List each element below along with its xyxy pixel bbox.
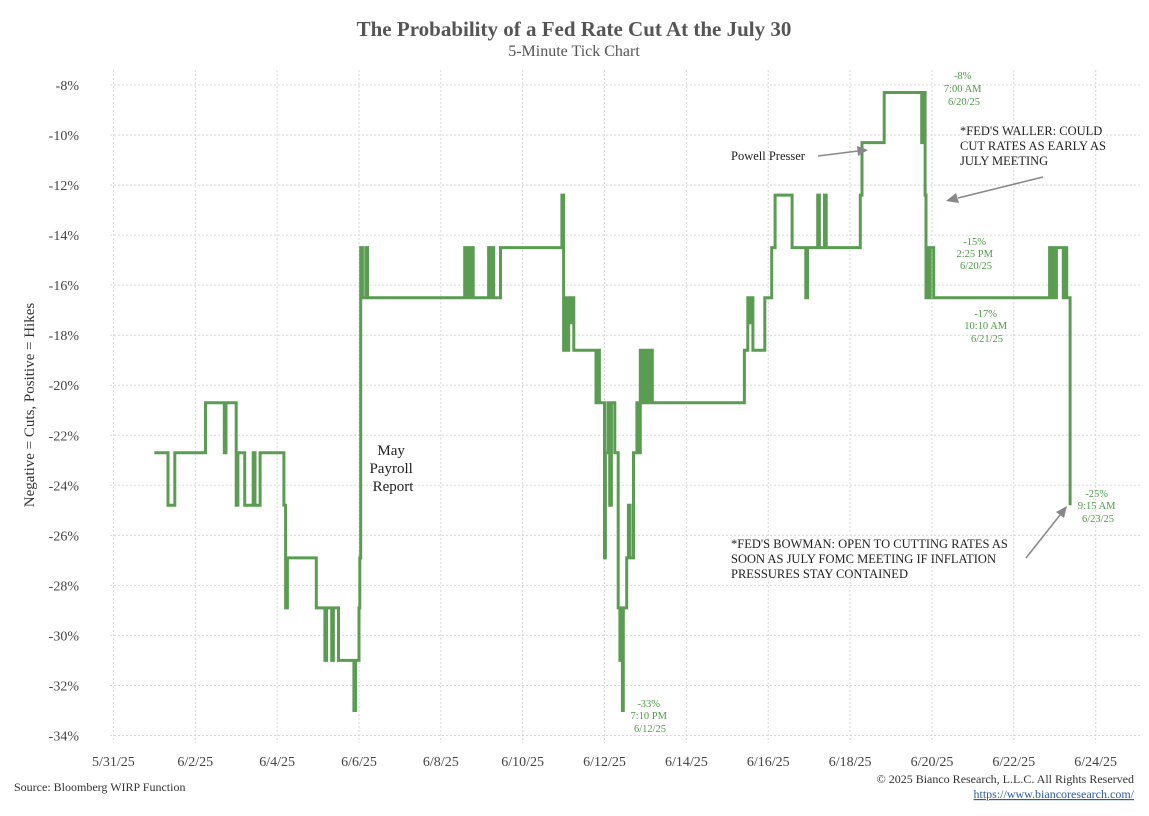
x-tick-label: 6/24/25 bbox=[1074, 755, 1117, 770]
annotation-fed-bowman: *FED'S BOWMAN: OPEN TO CUTTING RATES AS … bbox=[731, 537, 1011, 581]
x-tick-label: 6/18/25 bbox=[829, 755, 872, 770]
annotation-powell-presser: Powell Presser bbox=[731, 149, 806, 163]
x-tick-label: 5/31/25 bbox=[92, 755, 135, 770]
source-note: Source: Bloomberg WIRP Function bbox=[14, 780, 185, 794]
annotation-trough-jun12: -33% 7:10 PM 6/12/25 bbox=[630, 699, 669, 735]
y-tick-label: -24% bbox=[49, 479, 80, 494]
probability-series-line bbox=[154, 91, 1072, 712]
grid-lines bbox=[110, 70, 1140, 743]
x-tick-label: 6/14/25 bbox=[665, 755, 708, 770]
x-tick-label: 6/10/25 bbox=[501, 755, 544, 770]
chart-title: The Probability of a Fed Rate Cut At the… bbox=[357, 17, 792, 41]
y-tick-label: -14% bbox=[49, 229, 80, 244]
y-tick-label: -30% bbox=[49, 629, 80, 644]
annotation-arrows bbox=[817, 146, 1067, 559]
powell-arrow-head bbox=[857, 146, 868, 156]
annotation-may-payroll: May Payroll Report bbox=[369, 443, 416, 495]
x-tick-label: 6/8/25 bbox=[423, 755, 459, 770]
x-axis-ticks: 5/31/25 6/2/25 6/4/25 6/6/25 6/8/25 6/10/25 6/… bbox=[92, 755, 1117, 770]
powell-arrow bbox=[817, 150, 859, 157]
y-tick-label: -10% bbox=[49, 129, 80, 144]
y-tick-label: -28% bbox=[49, 579, 80, 594]
series-layer bbox=[154, 91, 1072, 712]
y-tick-label: -18% bbox=[49, 329, 80, 344]
y-tick-label: -32% bbox=[49, 679, 80, 694]
waller-arrow-head bbox=[946, 193, 959, 203]
bowman-arrow bbox=[1025, 514, 1061, 559]
bowman-arrow-head bbox=[1056, 506, 1067, 518]
y-tick-label: -34% bbox=[49, 729, 80, 744]
annotation-jun21: -17% 10:10 AM 6/21/25 bbox=[964, 309, 1010, 345]
x-tick-label: 6/20/25 bbox=[911, 755, 954, 770]
y-tick-label: -20% bbox=[49, 379, 80, 394]
waller-arrow bbox=[957, 176, 1044, 199]
annotation-jun20-afternoon: -15% 2:25 PM 6/20/25 bbox=[956, 237, 995, 272]
x-tick-label: 6/6/25 bbox=[341, 755, 377, 770]
annotation-fed-waller: *FED'S WALLER: COULD CUT RATES AS EARLY … bbox=[960, 124, 1109, 168]
x-tick-label: 6/4/25 bbox=[259, 755, 295, 770]
annotation-peak-jun20: -8% 7:00 AM 6/20/25 bbox=[944, 71, 984, 108]
y-tick-label: -8% bbox=[56, 79, 80, 94]
x-tick-label: 6/2/25 bbox=[177, 755, 213, 770]
x-tick-label: 6/12/25 bbox=[583, 755, 626, 770]
website-link[interactable]: https://www.biancoresearch.com/ bbox=[973, 787, 1134, 801]
y-tick-label: -26% bbox=[49, 529, 80, 544]
x-tick-label: 6/22/25 bbox=[992, 755, 1035, 770]
chart-subtitle: 5-Minute Tick Chart bbox=[508, 43, 640, 60]
y-tick-label: -22% bbox=[49, 429, 80, 444]
y-axis-ticks: -8% -10% -12% -14% -16% -18% -20% -22% -24% -26% -… bbox=[49, 79, 80, 744]
copyright-note: © 2025 Bianco Research, L.L.C. All Right… bbox=[877, 772, 1134, 786]
y-tick-label: -12% bbox=[49, 179, 80, 194]
annotation-jun23: -25% 9:15 AM 6/23/25 bbox=[1078, 489, 1118, 525]
y-axis-label: Negative = Cuts, Positive = Hikes bbox=[22, 303, 38, 508]
x-tick-label: 6/16/25 bbox=[747, 755, 790, 770]
y-tick-label: -16% bbox=[49, 279, 80, 294]
